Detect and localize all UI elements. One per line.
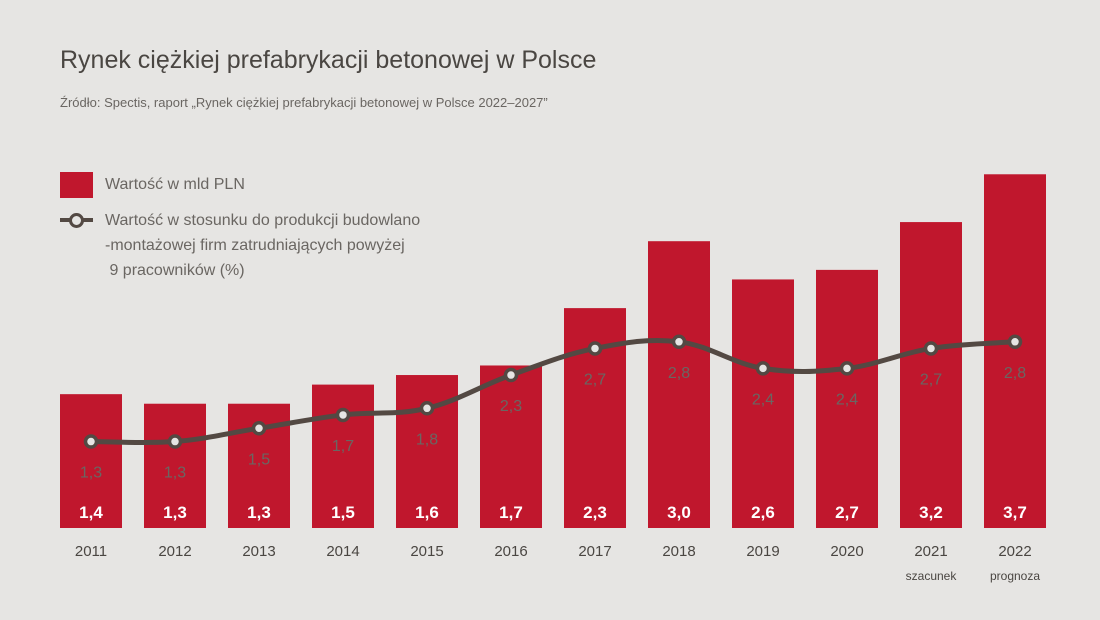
x-tick-label-2018: 2018 <box>662 543 695 560</box>
line-label-2019: 2,4 <box>752 391 774 408</box>
line-point-2014 <box>335 407 351 423</box>
line-label-2020: 2,4 <box>836 391 858 408</box>
line-point-2016 <box>503 367 519 383</box>
line-label-2018: 2,8 <box>668 365 690 382</box>
legend-line-swatch <box>60 208 93 233</box>
line-point-2017 <box>587 341 603 356</box>
bar-label-2016: 1,7 <box>499 503 523 522</box>
bar-label-2014: 1,5 <box>331 503 355 522</box>
line-label-2014: 1,7 <box>332 438 354 455</box>
legend-line-label: Wartość w stosunku do produkcji budowlan… <box>105 208 420 283</box>
x-tick-label-2022: 2022 <box>998 543 1031 560</box>
chart-source: Źródło: Spectis, raport „Rynek ciężkiej … <box>60 95 548 110</box>
line-point-2011 <box>83 434 99 449</box>
line-label-2013: 1,5 <box>248 451 270 468</box>
bar-label-2011: 1,4 <box>79 503 103 522</box>
x-tick-label-2016: 2016 <box>494 543 527 560</box>
bar-2021 <box>900 222 962 528</box>
bar-label-2017: 2,3 <box>583 503 607 522</box>
bar-2016 <box>480 365 542 528</box>
x-tick-sublabel-2022: prognoza <box>990 569 1040 583</box>
bar-label-2020: 2,7 <box>835 503 859 522</box>
x-tick-label-2013: 2013 <box>242 543 275 560</box>
bar-2011 <box>60 394 122 528</box>
line-label-2011: 1,3 <box>80 465 102 482</box>
x-tick-label-2012: 2012 <box>158 543 191 560</box>
bar-2012 <box>144 403 206 528</box>
line-point-2019 <box>755 361 771 376</box>
line-label-2016: 2,3 <box>500 398 522 415</box>
bar-label-2012: 1,3 <box>163 503 187 522</box>
line-point-2013 <box>251 421 267 436</box>
bar-label-2019: 2,6 <box>751 503 775 522</box>
line-point-2018 <box>671 334 687 350</box>
bar-label-2022: 3,7 <box>1003 503 1027 522</box>
line-point-2022 <box>1007 334 1023 350</box>
line-label-2022: 2,8 <box>1004 365 1026 382</box>
x-tick-label-2017: 2017 <box>578 543 611 560</box>
bar-2019 <box>732 279 794 528</box>
line-label-2012: 1,3 <box>164 465 186 482</box>
bar-label-2013: 1,3 <box>247 503 271 522</box>
line-point-2021 <box>923 341 939 356</box>
chart-title: Rynek ciężkiej prefabrykacji betonowej w… <box>60 46 597 74</box>
bar-2018 <box>648 241 710 528</box>
legend-line-label-line-3: 9 pracowników (%) <box>105 262 245 279</box>
bar-2022 <box>984 174 1046 528</box>
line-point-2020 <box>839 361 855 376</box>
bar-label-2015: 1,6 <box>415 503 439 522</box>
x-tick-label-2014: 2014 <box>326 543 359 560</box>
x-tick-label-2011: 2011 <box>75 543 107 560</box>
x-tick-label-2019: 2019 <box>746 543 779 560</box>
legend-bar-swatch <box>60 172 93 198</box>
legend-line-label-line-2: -montażowej firm zatrudniających powyżej <box>105 237 405 254</box>
legend-line-label-line-1: Wartość w stosunku do produkcji budowlan… <box>105 212 421 229</box>
line-point-2012 <box>167 434 183 449</box>
bar-2020 <box>816 269 878 528</box>
legend-bar-label: Wartość w mld PLN <box>105 176 245 193</box>
line-label-2017: 2,7 <box>584 371 606 388</box>
x-tick-label-2021: 2021 <box>914 543 947 560</box>
line-point-2015 <box>419 401 435 416</box>
x-tick-label-2020: 2020 <box>830 543 863 560</box>
x-tick-sublabel-2021: szacunek <box>906 569 958 583</box>
line-label-2021: 2,7 <box>920 371 942 388</box>
bar-label-2021: 3,2 <box>919 503 943 522</box>
line-label-2015: 1,8 <box>416 431 438 448</box>
legend-item-line: Wartość w stosunku do produkcji budowlan… <box>60 208 420 283</box>
bar-label-2018: 3,0 <box>667 503 691 522</box>
legend-item-bar: Wartość w mld PLN <box>60 172 245 198</box>
x-tick-label-2015: 2015 <box>410 543 443 560</box>
bar-2017 <box>564 308 626 528</box>
series-line <box>88 338 1018 446</box>
